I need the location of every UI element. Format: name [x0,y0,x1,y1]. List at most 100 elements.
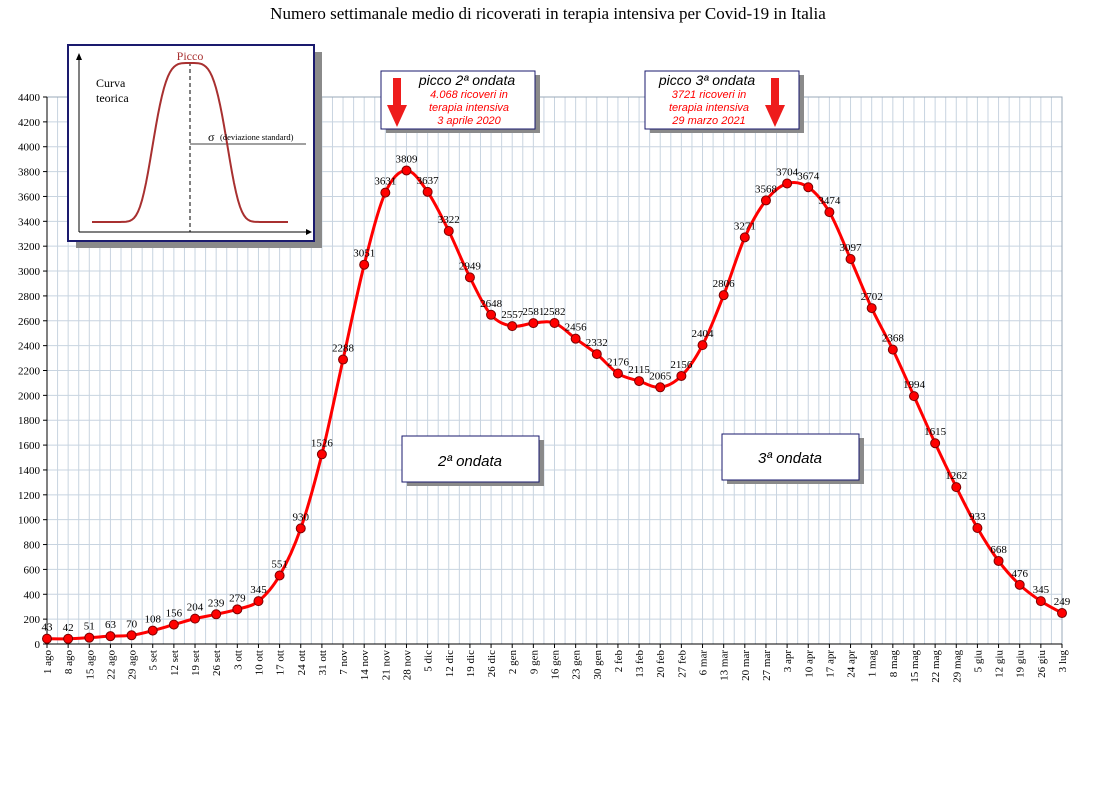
data-point [824,207,835,218]
data-point [42,633,52,644]
x-tick-label: 3 ott [232,650,244,670]
data-label: 3704 [776,167,799,179]
y-tick-label: 3800 [18,167,41,179]
inset-box [67,44,315,242]
data-label: 2176 [607,356,630,368]
x-tick-label: 5 dic [423,650,435,672]
data-label: 2702 [861,291,883,303]
data-label: 1262 [945,470,967,482]
y-tick-label: 2400 [18,341,41,353]
data-point [887,344,898,355]
x-tick-label: 19 dic [465,650,477,677]
data-point [359,259,370,270]
inset-theoretical-curve: Picco Curva teorica σ (deviazione standa… [67,44,322,248]
data-point [845,253,856,264]
x-tick-label: 26 set [211,650,223,676]
data-label: 42 [63,622,74,634]
peak3-line3: 29 marzo 2021 [671,115,745,127]
wave3-label: 3ª ondata [758,450,822,467]
data-point [105,631,116,642]
data-label: 43 [42,622,54,634]
y-tick-label: 2000 [18,390,41,402]
y-axis-ticks: 0 200 400 600 800 1000 1200 1400 1600 1800 2000 220… [18,92,47,651]
x-tick-label: 12 set [169,650,181,676]
x-tick-label: 19 set [190,650,202,676]
data-point [507,321,518,332]
data-label: 2456 [565,322,588,334]
data-point [147,625,158,636]
y-tick-label: 1200 [18,490,41,502]
x-tick-label: 24 apr [846,650,858,678]
x-tick-label: 19 giu [1015,650,1027,678]
x-tick-label: 31 ott [317,650,329,675]
data-label: 3637 [417,175,440,187]
x-tick-label: 26 dic [486,650,498,677]
data-point [338,354,349,365]
inset-y-arrow [76,53,82,60]
data-label: 3631 [374,176,396,188]
y-tick-label: 400 [24,589,41,601]
x-tick-label: 15 ago [84,650,96,680]
data-label: 239 [208,597,225,609]
x-tick-label: 22 ago [105,650,117,680]
peak3-arrow-icon [765,78,785,127]
x-axis-ticks: 1 ago 8 ago 15 ago 22 ago 29 ago 5 set 12 set 1… [42,644,1069,683]
data-label: 3474 [818,195,841,207]
wave3-box [721,433,860,481]
x-tick-label: 28 nov [401,650,413,681]
x-tick-label: 30 gen [592,650,604,680]
data-label: 3271 [734,220,756,232]
x-tick-label: 13 mar [719,650,731,681]
data-point [739,232,750,243]
y-tick-label: 3200 [18,241,41,253]
x-tick-label: 23 gen [571,650,583,680]
x-tick-label: 10 apr [803,650,815,678]
x-tick-label: 20 feb [655,650,667,678]
x-tick-label: 7 nov [338,650,350,675]
data-label: 2332 [586,337,608,349]
data-label: 668 [990,544,1007,556]
peak2-line3: 3 aprile 2020 [437,115,501,127]
peak2-annotation: picco 2ª ondata 4.068 ricoveri in terapi… [380,70,540,133]
data-point [84,632,95,643]
chart-title: Numero settimanale medio di ricoverati i… [270,4,826,23]
data-label: 2581 [522,306,544,318]
x-tick-label: 22 mag [930,650,942,683]
data-label: 2949 [459,260,482,272]
x-tick-label: 10 ott [253,650,265,675]
x-tick-label: 26 giu [1036,650,1048,678]
peak2-title: picco 2ª ondata [418,72,515,88]
data-label: 156 [166,608,183,620]
data-point [697,340,708,351]
y-tick-label: 600 [24,564,41,576]
x-tick-label: 17 ott [275,650,287,675]
wave2-label-box: 2ª ondata [401,435,544,486]
peak2-line2: terapia intensiva [429,102,509,114]
data-label: 1615 [924,426,947,438]
data-point [168,619,179,630]
data-label: 3051 [353,248,375,260]
data-point [570,333,581,344]
data-label: 70 [126,618,138,630]
peak3-line2: terapia intensiva [669,102,749,114]
data-label: 1994 [903,379,926,391]
x-tick-label: 13 feb [634,650,646,678]
x-tick-label: 6 mar [698,650,710,676]
data-label: 2404 [692,328,715,340]
y-tick-label: 2800 [18,291,41,303]
y-tick-label: 2600 [18,316,41,328]
data-point [443,226,454,237]
data-label: 2156 [670,359,693,371]
data-point [232,604,243,615]
data-point [930,438,941,449]
data-point [211,609,222,620]
data-label: 2557 [501,309,524,321]
y-tick-label: 200 [24,614,41,626]
y-tick-label: 4000 [18,142,41,154]
data-label: 204 [187,602,204,614]
x-tick-label: 24 ott [296,650,308,675]
data-point [380,187,391,198]
wave3-label-box: 3ª ondata [721,433,864,484]
x-tick-label: 15 mag [909,650,921,683]
data-point [1014,579,1025,590]
